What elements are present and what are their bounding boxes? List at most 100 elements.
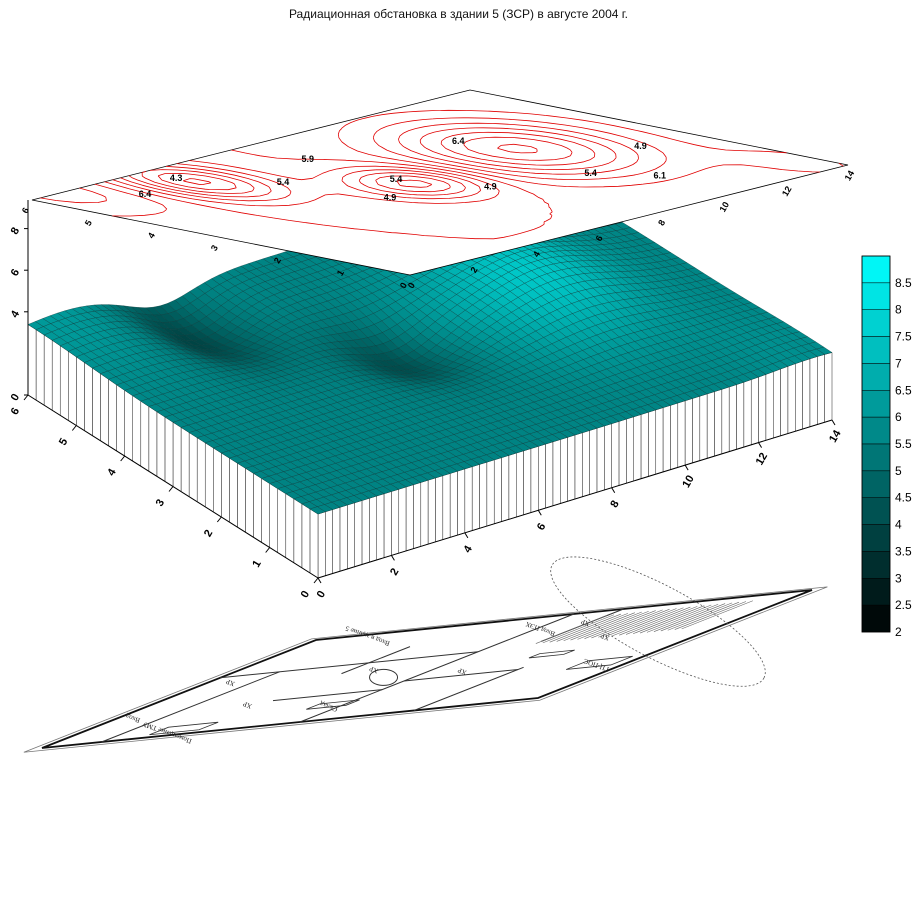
skirt-panel [699, 393, 708, 461]
plan-box [306, 699, 360, 710]
plan-label: ХР [225, 677, 236, 688]
x-tick-label: 12 [754, 451, 771, 468]
skirt-panel [204, 442, 214, 513]
skirt-panel [765, 371, 774, 441]
skirt-panel [261, 478, 270, 548]
z-tick-label: 0 [9, 392, 22, 403]
contour-line [183, 178, 212, 185]
skirt-panel [582, 430, 590, 498]
skirt-panel [124, 389, 133, 462]
skirt-panel [245, 467, 254, 538]
plan-wall [41, 589, 813, 749]
x-tick-mark [831, 419, 836, 426]
legend-swatch [861, 604, 891, 633]
skirt-panel [574, 432, 583, 500]
contour-label: 6.4 [452, 136, 465, 146]
legend-swatch [861, 363, 891, 391]
top-y-tick-label: 6 [20, 206, 31, 215]
legend-swatch [861, 282, 891, 310]
skirt-panel [376, 493, 385, 561]
plan-partition [101, 671, 280, 743]
legend-swatch [861, 309, 891, 337]
y-tick-mark [168, 486, 174, 492]
legend-label: 4.5 [895, 491, 912, 505]
skirt-panel [269, 483, 278, 554]
contour-line [157, 173, 433, 191]
plan-label: ХР [580, 617, 591, 628]
skirt-panel [780, 365, 789, 437]
plan-stair-line [619, 606, 691, 636]
skirt-panel [817, 354, 825, 425]
skirt-panel [172, 421, 182, 493]
skirt-panel [325, 509, 333, 577]
y-tick-label: 4 [105, 466, 119, 478]
contour-label: 4.9 [634, 141, 647, 151]
skirt-panel [427, 477, 436, 545]
skirt-panel [530, 446, 539, 513]
plan-box [149, 721, 219, 736]
plan-stair-line [563, 612, 635, 642]
plan-outline [23, 586, 828, 753]
contour-label: 4.3 [170, 173, 183, 183]
skirt-panel [361, 497, 370, 565]
plan-box [566, 655, 633, 670]
legend-label: 6.5 [895, 383, 912, 397]
skirt-panel [706, 391, 715, 459]
legend-swatch [861, 416, 891, 445]
skirt-panel [604, 423, 612, 491]
legend-swatch [861, 443, 891, 472]
plan-round-object [369, 668, 399, 686]
top-x-tick-label: 12 [780, 184, 794, 198]
contour-label: 5.4 [277, 177, 290, 187]
skirt-panel [758, 374, 767, 443]
plan-partition [413, 666, 524, 711]
skirt-panel [51, 339, 61, 416]
plan-stair-line [626, 606, 698, 635]
skirt-panel [736, 381, 745, 450]
skirt-panel [618, 418, 627, 486]
skirt-panel [285, 493, 295, 564]
skirt-panel [420, 479, 429, 547]
skirt-panel [354, 500, 363, 568]
legend-label: 8 [895, 303, 902, 317]
x-tick-label: 0 [315, 589, 328, 600]
skirt-panel [188, 432, 198, 503]
skirt-panel [196, 437, 206, 508]
contour-lines [40, 109, 844, 240]
skirt-panel [655, 407, 664, 475]
plan-stair-line [667, 601, 740, 631]
skirt-panel [648, 409, 657, 477]
x-tick-mark [464, 532, 469, 539]
x-tick-label: 4 [462, 543, 476, 555]
x-tick-label: 10 [680, 473, 697, 490]
top-y-tick-label: 3 [209, 243, 220, 252]
plan-partition [220, 651, 479, 679]
plan-stair-line [598, 608, 670, 638]
skirt-panel [684, 398, 693, 466]
skirt-panel [662, 405, 671, 473]
plan-partition [299, 613, 575, 723]
contour-map: 6.4 4.3 5.4 4.9 5.9 5.4 4.9 5.4 6.4 6.1 4.9 [31, 89, 849, 276]
y-tick-mark [71, 425, 77, 431]
skirt-panel [108, 378, 117, 452]
skirt-panel [479, 461, 488, 529]
skirt-panel [76, 356, 85, 432]
contour-label: 4.9 [384, 193, 397, 203]
y-tick-label: 5 [57, 436, 70, 447]
skirt-panel [795, 360, 803, 432]
skirt-panel [721, 386, 730, 455]
color-legend: 8.5 8 7.5 7 6.5 6 5.5 5 4.5 4 3.5 3 2.5 2 [861, 255, 912, 639]
skirt-panel [457, 468, 466, 536]
skirt-panel [508, 452, 517, 520]
contour-label: 5.9 [302, 154, 315, 164]
skirt-panel [589, 427, 598, 495]
skirt-panel [633, 414, 642, 482]
skirt-panel [180, 426, 190, 498]
skirt-panel [140, 400, 150, 472]
skirt-panel [824, 352, 833, 423]
skirt-panel [221, 452, 230, 523]
x-tick-mark [684, 464, 689, 471]
skirt-panel [92, 367, 101, 442]
y-tick-label: 3 [154, 497, 167, 508]
